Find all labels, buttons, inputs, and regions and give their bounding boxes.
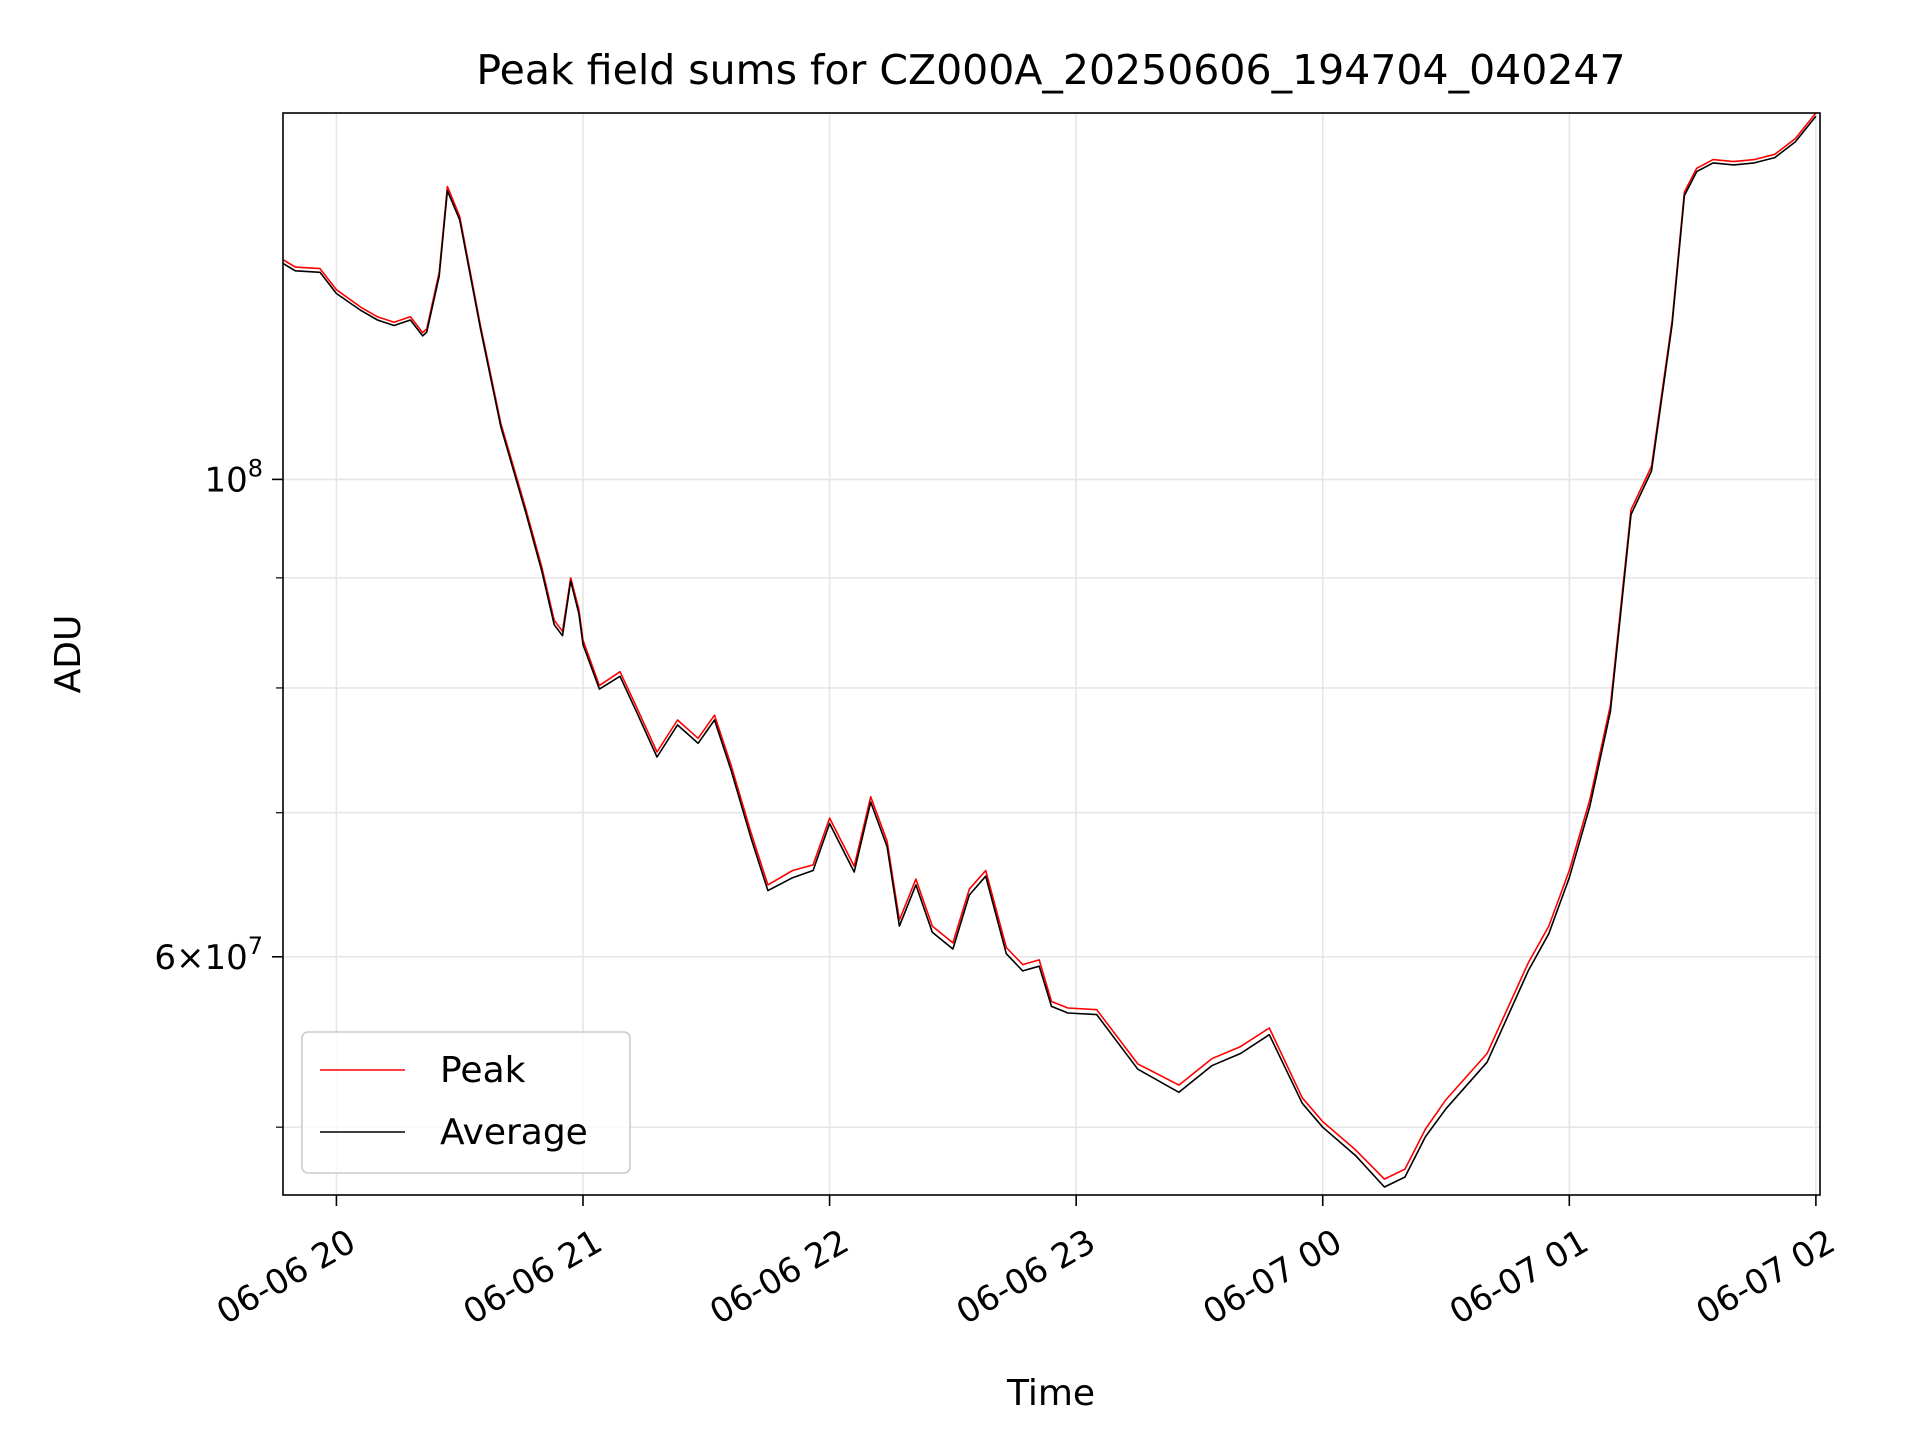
x-axis-label: Time [1006, 1373, 1095, 1414]
plot-frame [282, 112, 1821, 1196]
legend-box [301, 1031, 631, 1174]
chart-title: Peak field sums for CZ000A_20250606_1947… [476, 46, 1625, 94]
series-line-average [283, 115, 1817, 1188]
y-tick-label: 108 [204, 454, 263, 500]
legend-label-peak: Peak [440, 1050, 526, 1091]
legend: Peak Average [301, 1031, 631, 1174]
y-tick-label: 6×107 [154, 932, 263, 978]
grid [283, 113, 1820, 1195]
y-axis-label: ADU [48, 615, 89, 694]
series-layer [283, 113, 1817, 1188]
y-axis: 108 6×107 [154, 454, 283, 1128]
legend-label-average: Average [440, 1112, 588, 1153]
